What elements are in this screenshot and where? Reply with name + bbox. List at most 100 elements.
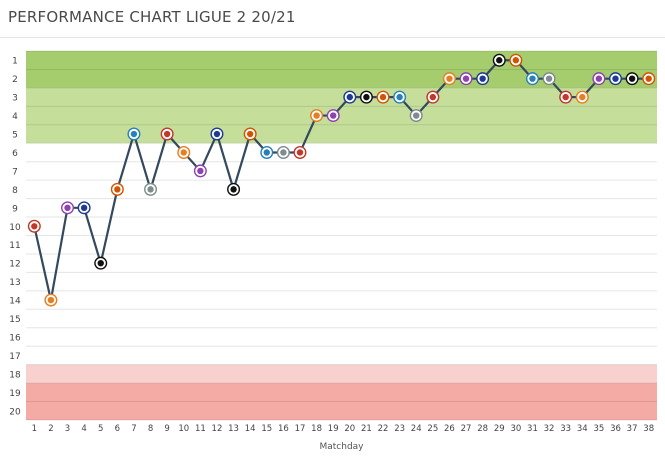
y-tick-label: 7 — [12, 167, 18, 177]
matchday-point — [227, 182, 241, 196]
y-tick-label: 18 — [9, 370, 21, 380]
y-tick-label: 11 — [9, 241, 20, 251]
matchday-point — [542, 72, 556, 86]
matchday-point — [293, 145, 307, 159]
team-badge-core — [529, 75, 536, 82]
x-tick-label: 32 — [544, 424, 555, 434]
y-tick-label: 19 — [9, 389, 21, 399]
x-tick-label: 3 — [65, 424, 70, 434]
matchday-point — [276, 145, 290, 159]
matchday-point — [492, 53, 506, 67]
team-badge-core — [296, 149, 304, 156]
x-tick-label: 20 — [344, 424, 355, 434]
matchday-point — [160, 127, 174, 141]
team-badge-core — [263, 149, 270, 156]
x-tick-label: 23 — [394, 424, 405, 434]
matchday-point — [608, 72, 622, 86]
matchday-point — [592, 72, 606, 86]
x-tick-label: 21 — [361, 424, 372, 434]
x-tick-label: 9 — [164, 424, 169, 434]
team-badge-core — [114, 186, 121, 193]
x-tick-label: 14 — [245, 424, 256, 434]
x-tick-label: 15 — [261, 424, 272, 434]
y-tick-label: 16 — [9, 333, 21, 343]
team-badge-core — [479, 75, 486, 82]
y-tick-label: 2 — [12, 75, 18, 85]
team-badge-core — [180, 149, 187, 156]
team-badge-core — [446, 75, 453, 82]
y-tick-label: 14 — [9, 297, 21, 307]
team-badge-core — [413, 112, 420, 119]
x-axis-label: Matchday — [319, 442, 364, 452]
matchday-point — [260, 145, 274, 159]
chart-title: PERFORMANCE CHART LIGUE 2 20/21 — [8, 8, 296, 26]
team-badge-core — [147, 186, 154, 193]
x-tick-label: 8 — [148, 424, 153, 434]
matchday-point — [310, 109, 324, 123]
matchday-point — [409, 109, 423, 123]
matchday-point — [376, 90, 390, 104]
team-badge-core — [579, 93, 586, 101]
zone-band-3 — [26, 143, 657, 365]
y-tick-label: 17 — [9, 352, 20, 362]
zone-band-5 — [26, 383, 657, 420]
x-tick-label: 16 — [278, 424, 289, 434]
title-divider — [0, 37, 665, 38]
matchday-point — [110, 182, 124, 196]
x-tick-label: 12 — [212, 424, 223, 434]
team-badge-core — [628, 75, 636, 82]
x-tick-label: 38 — [643, 424, 654, 434]
x-tick-label: 17 — [295, 424, 306, 434]
team-badge-core — [462, 75, 470, 82]
matchday-point — [509, 53, 523, 67]
x-tick-label: 25 — [427, 424, 438, 434]
x-tick-label: 37 — [627, 424, 638, 434]
matchday-point — [210, 127, 224, 141]
team-badge-core — [496, 57, 503, 64]
y-tick-label: 4 — [12, 112, 18, 122]
x-tick-label: 22 — [378, 424, 389, 434]
matchday-point — [625, 72, 639, 86]
matchday-point — [243, 127, 257, 141]
x-tick-label: 26 — [444, 424, 455, 434]
team-badge-core — [80, 204, 88, 212]
matchday-point — [642, 72, 656, 86]
y-tick-label: 1 — [12, 57, 18, 67]
matchday-point — [44, 293, 58, 307]
x-tick-label: 29 — [494, 424, 505, 434]
matchday-point — [393, 90, 407, 104]
y-tick-label: 20 — [9, 407, 21, 417]
matchday-point — [61, 201, 75, 215]
x-tick-label: 30 — [510, 424, 521, 434]
x-tick-label: 1 — [32, 424, 37, 434]
team-badge-core — [163, 130, 171, 138]
matchday-point — [127, 127, 141, 141]
x-tick-label: 35 — [593, 424, 604, 434]
matchday-point — [94, 256, 108, 270]
matchday-point — [144, 182, 158, 196]
x-tick-label: 36 — [610, 424, 621, 434]
team-badge-core — [97, 259, 104, 267]
y-tick-label: 8 — [12, 186, 18, 196]
y-tick-label: 15 — [9, 315, 20, 325]
team-badge-core — [197, 167, 204, 175]
matchday-point — [326, 109, 340, 123]
team-badge-core — [512, 57, 520, 64]
y-tick-label: 13 — [9, 278, 20, 288]
matchday-point — [77, 201, 91, 215]
team-badge-core — [313, 112, 320, 119]
y-tick-label: 10 — [9, 223, 21, 233]
matchday-point — [177, 145, 191, 159]
y-tick-label: 6 — [12, 149, 18, 159]
y-tick-label: 5 — [12, 131, 18, 141]
team-badge-core — [64, 204, 71, 212]
matchday-point — [27, 219, 41, 233]
team-badge-core — [246, 130, 254, 138]
team-badge-core — [346, 93, 354, 101]
team-badge-core — [130, 130, 138, 138]
y-tick-label: 12 — [9, 260, 20, 270]
team-badge-core — [545, 75, 553, 82]
matchday-point — [359, 90, 373, 104]
x-tick-label: 4 — [81, 424, 86, 434]
